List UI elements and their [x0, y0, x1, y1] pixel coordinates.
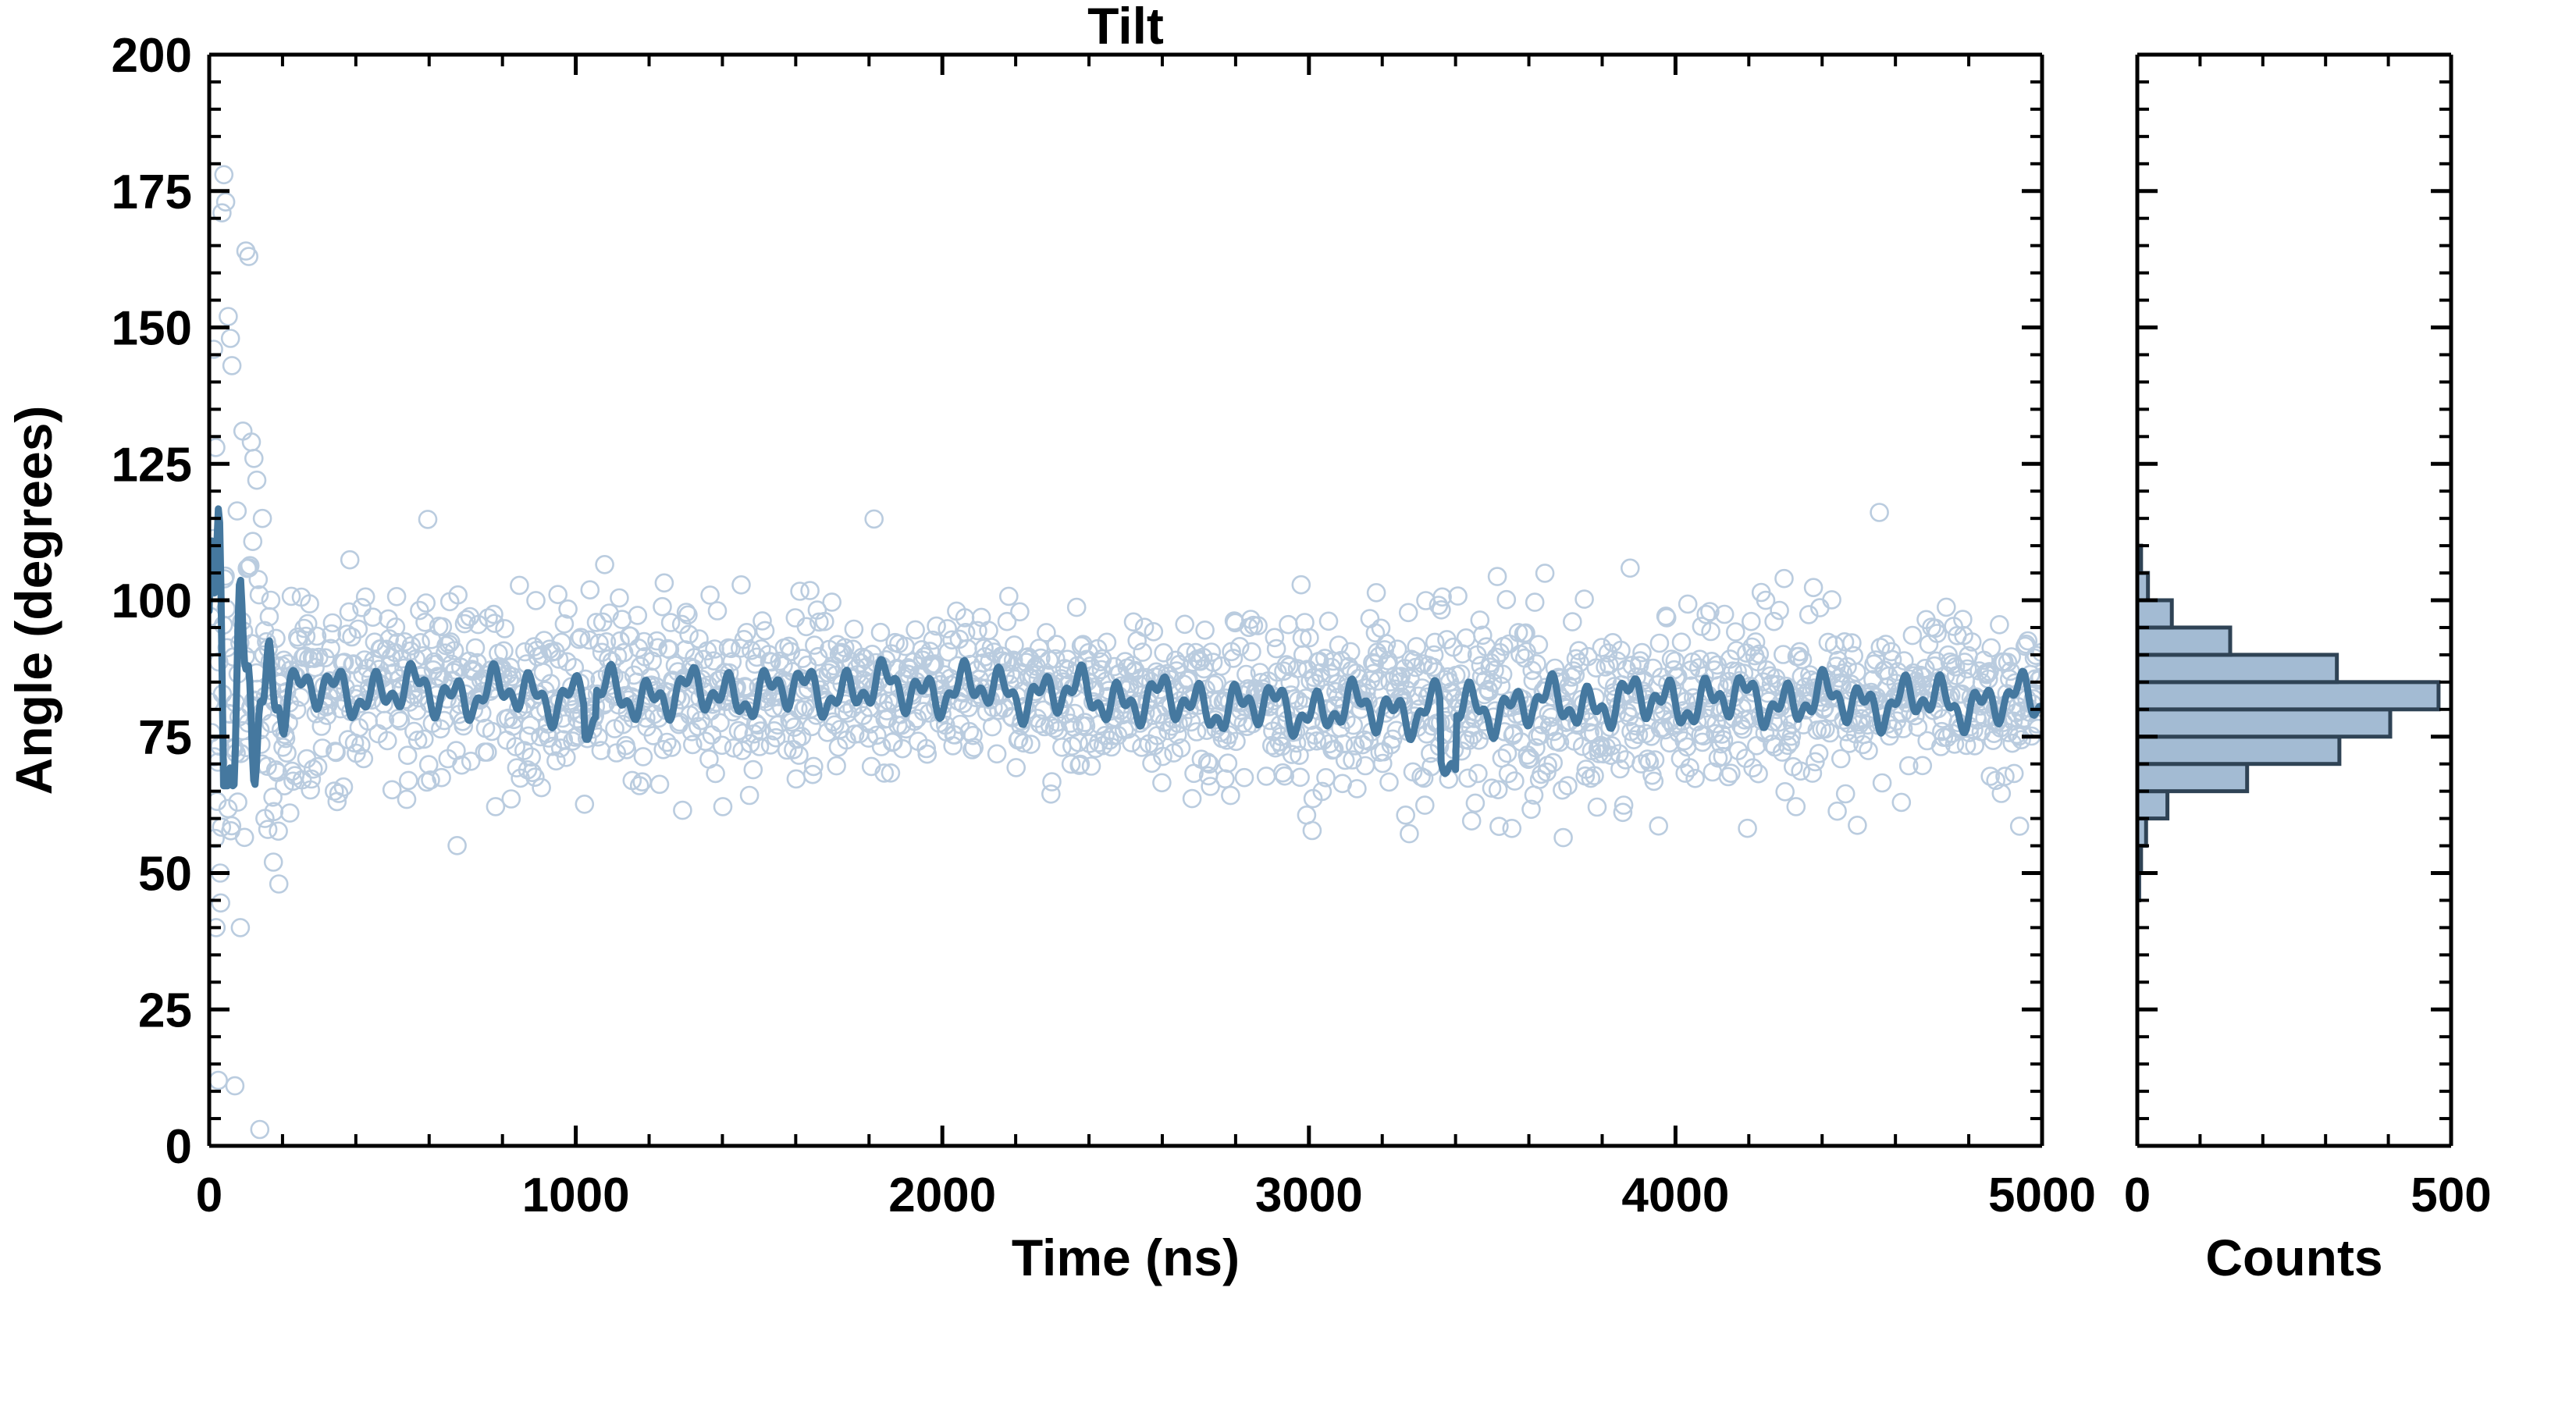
- y-tick-label: 75: [138, 711, 192, 765]
- x-tick-label: 2000: [888, 1168, 996, 1222]
- histogram-bar: [2137, 680, 2441, 712]
- histogram-bar: [2137, 707, 2393, 739]
- x-tick-label: 4000: [1621, 1168, 1729, 1222]
- y-tick-label: 0: [165, 1120, 192, 1174]
- x-tick-label: 0: [196, 1168, 222, 1222]
- y-axis-label: Angle (degrees): [5, 406, 62, 795]
- scatter-axes-frame: [207, 52, 2044, 1148]
- scatter-x-ticks: [207, 55, 2044, 1146]
- scatter-marker-group: [209, 165, 2042, 1140]
- scatter-y-ticklabels: 0 25 50 75 100 125 150 175 200: [112, 29, 192, 1174]
- y-tick-label: 175: [112, 165, 192, 219]
- histogram-x-ticks: [2135, 55, 2453, 1146]
- histogram-bar: [2137, 762, 2250, 794]
- hist-x-axis-label: Counts: [2205, 1229, 2382, 1286]
- histogram-axes-frame: [2135, 52, 2453, 1148]
- x-tick-label: 3000: [1255, 1168, 1363, 1222]
- scatter-y-ticks: [209, 52, 2042, 1148]
- average-trace: [209, 505, 2042, 790]
- histogram-x-ticklabels: 0 500: [2124, 1168, 2492, 1222]
- y-tick-label: 50: [138, 848, 192, 902]
- x-axis-label: Time (ns): [1012, 1229, 1240, 1286]
- scatter-points: [209, 165, 2042, 1140]
- scatter-panel: 0 1000 2000 3000 4000 5000 0 25 50 75 100 125 150 175…: [5, 0, 2096, 1286]
- histogram-y-ticks: [2137, 52, 2451, 1148]
- histogram-bars: [2137, 543, 2441, 902]
- hist-x-tick-label: 0: [2124, 1168, 2151, 1222]
- x-tick-label: 1000: [522, 1168, 630, 1222]
- histogram-bar: [2137, 789, 2170, 821]
- histogram-bar: [2137, 625, 2233, 657]
- plot-title: Tilt: [1087, 0, 1164, 55]
- y-tick-label: 100: [112, 574, 192, 628]
- histogram-panel: 0 500 Counts: [2124, 52, 2492, 1286]
- y-tick-label: 25: [138, 984, 192, 1037]
- y-tick-label: 200: [112, 29, 192, 83]
- x-tick-label: 5000: [1988, 1168, 2096, 1222]
- histogram-bar: [2137, 653, 2339, 685]
- histogram-bar: [2137, 598, 2174, 630]
- hist-x-tick-label: 500: [2411, 1168, 2491, 1222]
- running-average-line: [209, 505, 2042, 790]
- scatter-x-ticklabels: 0 1000 2000 3000 4000 5000: [196, 1168, 2096, 1222]
- histogram-bar: [2137, 735, 2342, 767]
- y-tick-label: 150: [112, 302, 192, 356]
- y-tick-label: 125: [112, 438, 192, 492]
